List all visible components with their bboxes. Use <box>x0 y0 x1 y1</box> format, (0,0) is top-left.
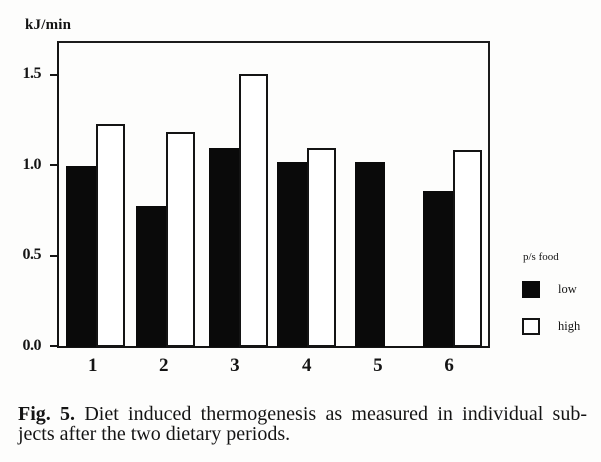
figure-caption: Fig. 5. Diet induced thermogenesis as me… <box>18 402 587 445</box>
y-tick-label-0.5: 0.5 <box>22 246 42 263</box>
bar-high-subject-1 <box>95 124 125 347</box>
legend-title: p/s food <box>523 251 559 263</box>
bar-high-subject-4 <box>307 147 337 347</box>
bar-low-subject-1 <box>65 166 96 347</box>
x-tick-label-5: 5 <box>373 355 383 376</box>
y-tick-label-1.5: 1.5 <box>22 65 42 82</box>
bar-high-subject-2 <box>165 131 195 347</box>
bar-high-subject-3 <box>239 73 268 347</box>
bar-high-subject-6 <box>453 149 483 347</box>
y-axis-title: kJ/min <box>25 17 72 33</box>
caption-line-2: jects after the two dietary periods. <box>18 423 291 445</box>
y-tick-1.5 <box>50 73 58 76</box>
x-tick-label-4: 4 <box>302 355 312 376</box>
x-tick-label-1: 1 <box>87 355 98 376</box>
bar-low-subject-6 <box>423 191 454 347</box>
y-tick-0.5 <box>50 254 58 257</box>
x-tick-label-3: 3 <box>230 355 240 376</box>
bar-low-subject-2 <box>135 205 166 347</box>
bar-low-subject-5 <box>354 162 385 347</box>
y-tick-label-0.0: 0.0 <box>22 336 42 354</box>
legend-swatch-high <box>522 317 540 335</box>
x-tick-label-2: 2 <box>159 355 169 376</box>
caption-figure-label: Fig. 5. <box>18 402 76 425</box>
caption-line-1: Fig. 5. Diet induced thermogenesis as me… <box>18 402 587 425</box>
y-tick-label-1.0: 1.0 <box>22 155 42 173</box>
x-tick-label-6: 6 <box>444 355 454 376</box>
plot-area <box>57 41 490 348</box>
legend-label-high: high <box>558 318 581 333</box>
y-tick-1.0 <box>50 164 58 166</box>
bar-low-subject-3 <box>209 147 239 347</box>
legend-swatch-low <box>522 280 540 298</box>
caption-line1-text: Diet induced thermogenesis as measured i… <box>75 402 587 425</box>
y-tick-0.0 <box>50 345 58 347</box>
legend-label-low: low <box>558 281 577 296</box>
bar-low-subject-4 <box>277 162 308 347</box>
